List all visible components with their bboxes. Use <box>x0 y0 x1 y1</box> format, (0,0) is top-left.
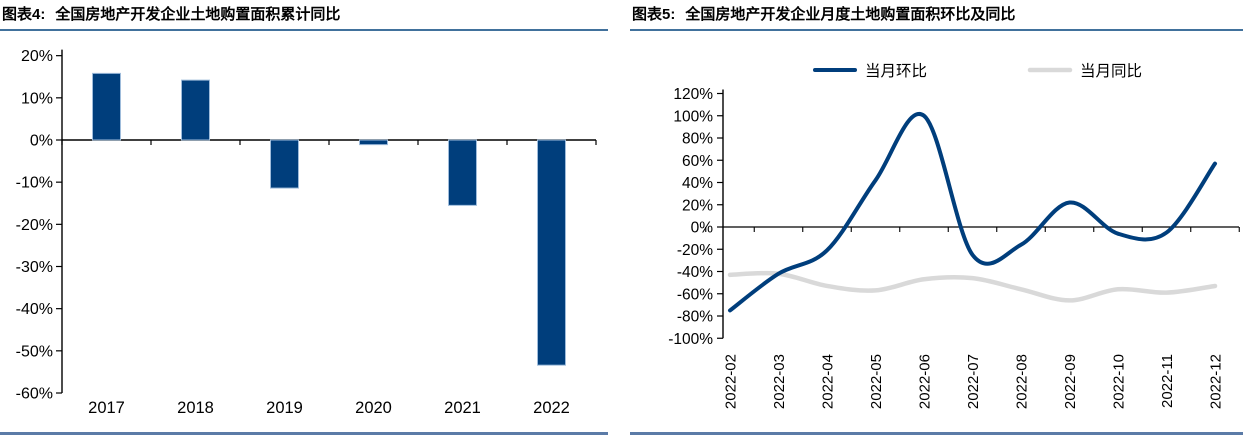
x-tick-label: 2019 <box>266 399 303 417</box>
series-line-yoy <box>727 270 1218 303</box>
x-tick-label: 2022-04 <box>820 354 837 409</box>
x-tick-label: 2022-08 <box>1014 354 1031 409</box>
y-tick-label: 0% <box>691 220 714 237</box>
bar-2019 <box>270 139 299 189</box>
x-tick-label: 2022-12 <box>1208 354 1225 409</box>
x-tick-label: 2022-10 <box>1111 354 1128 409</box>
figure-4-title-text: 全国房地产开发企业土地购置面积累计同比 <box>55 6 341 23</box>
y-tick-label: -30% <box>16 259 53 276</box>
y-tick-label: 80% <box>682 131 713 148</box>
bar-2020 <box>359 139 388 146</box>
legend-label-mom: 当月环比 <box>865 62 927 80</box>
bar-chart-svg: 20% 10% 0% -10% -20% -30% -40% -50% -60% 2017 2018… <box>16 48 597 417</box>
x-tick-label: 2022 <box>533 399 570 417</box>
figure-5-title: 图表5: 全国房地产开发企业月度土地购置面积环比及同比 <box>632 3 1015 24</box>
y-tick-label: -40% <box>677 264 713 281</box>
x-tick-label: 2017 <box>88 399 125 417</box>
y-tick-label: 20% <box>21 48 53 65</box>
x-tick-label: 2022-07 <box>965 354 982 409</box>
bar-chart-cumulative-land-purchase-yoy: 20% 10% 0% -10% -20% -30% -40% -50% -60% 2017 2018… <box>0 42 608 439</box>
y-tick-label: -10% <box>16 175 53 192</box>
y-tick-label: -20% <box>16 217 53 234</box>
bar-2022 <box>537 139 566 366</box>
y-tick-label: 40% <box>682 175 713 192</box>
x-tick-label: 2020 <box>355 399 392 417</box>
x-tick-label: 2022-05 <box>868 354 885 409</box>
y-tick-label: -100% <box>668 331 713 348</box>
y-tick-label: 60% <box>682 153 713 170</box>
bar-2018 <box>181 79 210 141</box>
y-tick-label: -80% <box>677 309 713 326</box>
y-tick-label: -60% <box>16 386 53 403</box>
bar-2021 <box>448 139 477 206</box>
series-line-mom <box>728 112 1217 313</box>
figure-4-title-underline <box>0 29 608 31</box>
x-tick-label: 2018 <box>177 399 214 417</box>
y-tick-label: -20% <box>677 242 713 259</box>
panel-figure-4: 图表4: 全国房地产开发企业土地购置面积累计同比 20% 10% 0% -10% -20%… <box>0 0 608 441</box>
figure-5-bottom-border <box>630 432 1243 435</box>
x-tick-label: 2021 <box>444 399 481 417</box>
figure-5-label: 图表5: <box>632 6 676 23</box>
x-tick-label: 2022-11 <box>1159 354 1176 408</box>
figure-4-title: 图表4: 全国房地产开发企业土地购置面积累计同比 <box>2 3 340 24</box>
x-tick-label: 2022-06 <box>917 354 934 409</box>
legend-label-yoy: 当月同比 <box>1080 62 1142 80</box>
y-tick-label: 0% <box>30 133 53 150</box>
y-tick-label: 120% <box>673 86 713 103</box>
y-tick-label: -40% <box>16 301 53 318</box>
bar-2017 <box>92 72 121 141</box>
y-tick-label: -50% <box>16 343 53 360</box>
x-tick-label: 2022-09 <box>1062 354 1079 409</box>
figure-5-title-underline <box>630 29 1243 31</box>
x-tick-label: 2022-03 <box>771 354 788 409</box>
panel-figure-5: 图表5: 全国房地产开发企业月度土地购置面积环比及同比 当月环比 当月同比 120% 1… <box>630 0 1243 441</box>
y-tick-label: 20% <box>682 197 713 214</box>
line-chart-svg: 当月环比 当月同比 120% 100% 80% 60% 40% 20% 0% -20% -40% -6… <box>668 62 1240 409</box>
y-tick-label: -60% <box>677 286 713 303</box>
figure-5-title-text: 全国房地产开发企业月度土地购置面积环比及同比 <box>685 6 1016 23</box>
figure-4-bottom-border <box>0 432 608 435</box>
x-tick-label: 2022-02 <box>723 354 740 409</box>
y-tick-label: 10% <box>21 90 53 107</box>
y-tick-label: 100% <box>673 108 713 125</box>
figure-4-label: 图表4: <box>2 6 46 23</box>
line-chart-monthly-land-purchase-mom-yoy: 当月环比 当月同比 120% 100% 80% 60% 40% 20% 0% -20% -40% -6… <box>630 42 1243 446</box>
panel-gap <box>608 0 630 441</box>
